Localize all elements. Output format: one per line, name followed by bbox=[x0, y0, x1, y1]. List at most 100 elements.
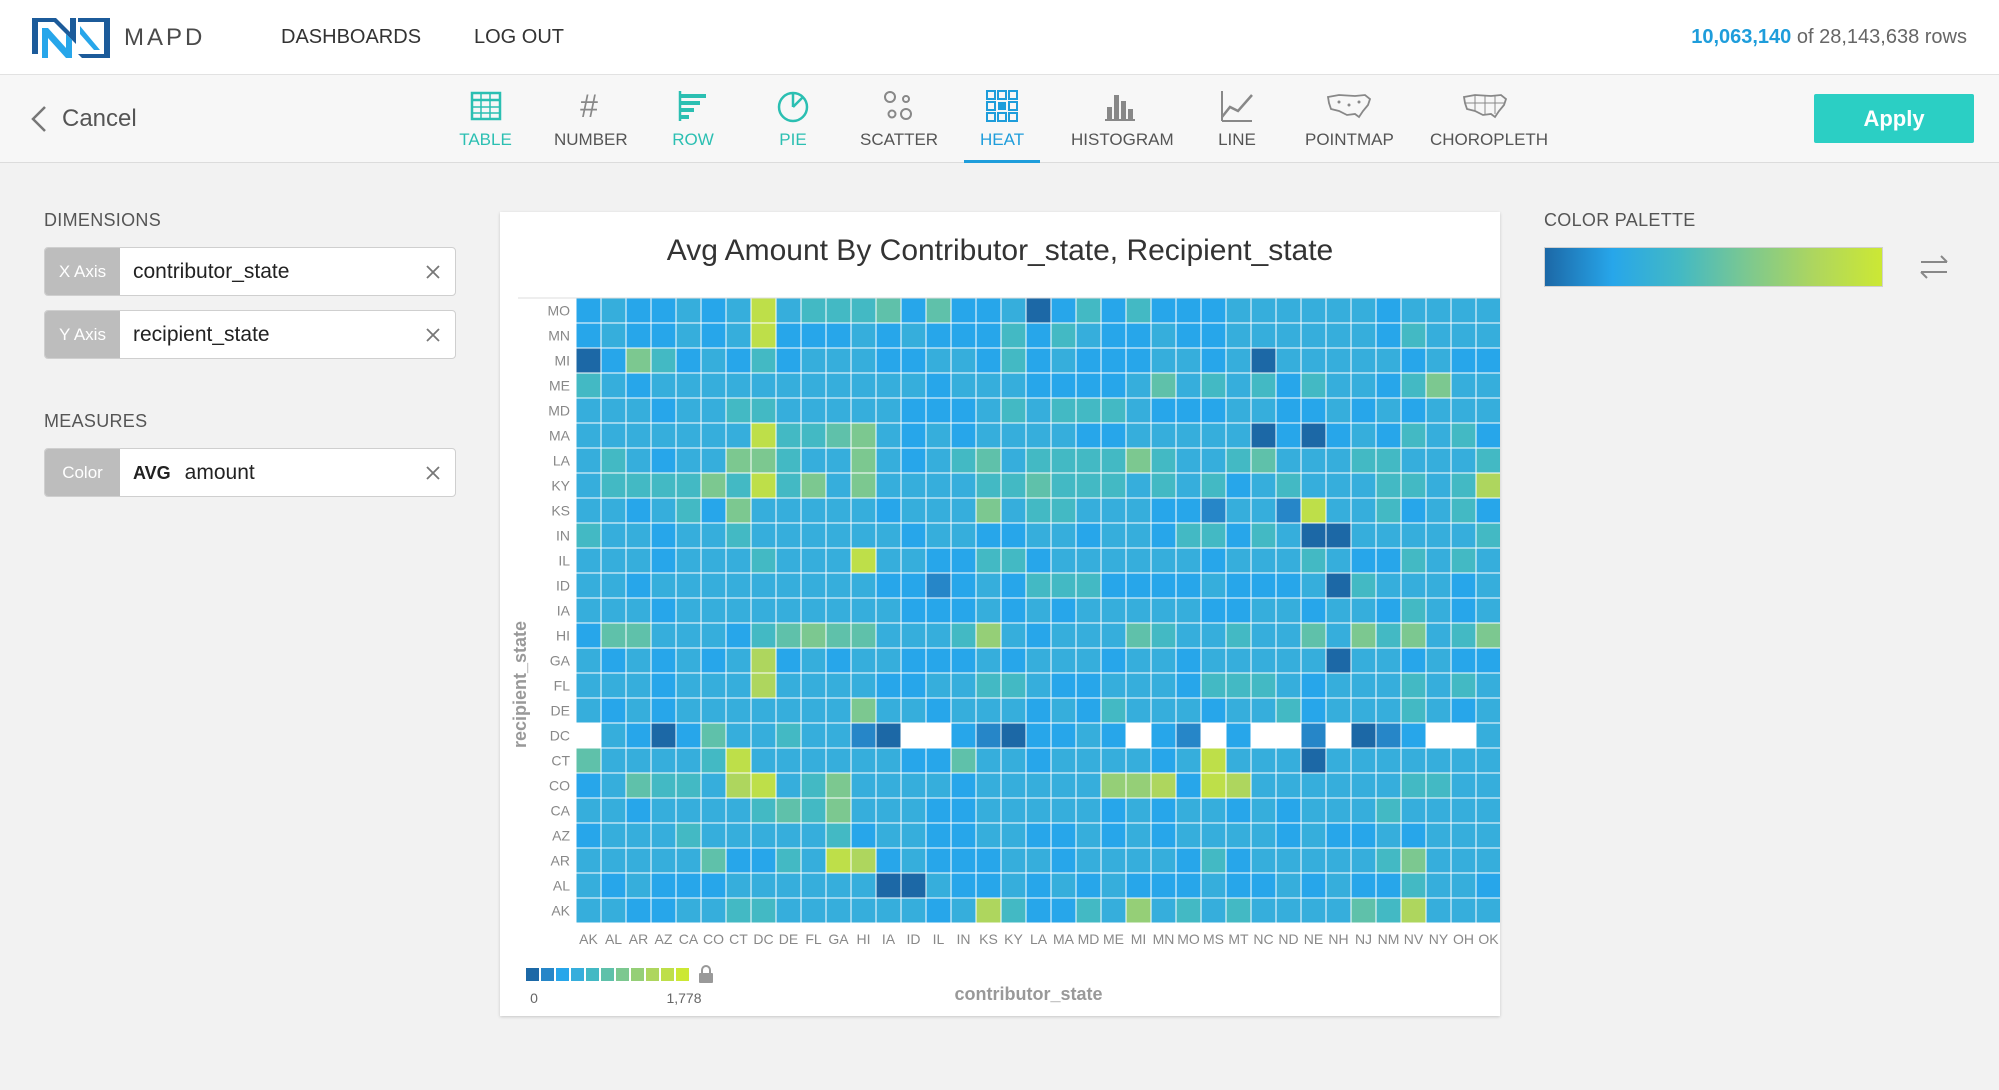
heatmap-cell[interactable] bbox=[1126, 848, 1151, 873]
heatmap-cell[interactable] bbox=[901, 523, 926, 548]
heatmap-cell[interactable] bbox=[1151, 423, 1176, 448]
heatmap-cell[interactable] bbox=[1226, 773, 1251, 798]
heatmap-cell[interactable] bbox=[726, 848, 751, 873]
heatmap-cell[interactable] bbox=[1051, 473, 1076, 498]
heatmap-cell[interactable] bbox=[901, 848, 926, 873]
heatmap-cell[interactable] bbox=[851, 898, 876, 923]
heatmap-cell[interactable] bbox=[651, 323, 676, 348]
heatmap-cell[interactable] bbox=[1126, 323, 1151, 348]
heatmap-cell[interactable] bbox=[1351, 323, 1376, 348]
heatmap-cell[interactable] bbox=[926, 473, 951, 498]
heatmap-cell[interactable] bbox=[726, 523, 751, 548]
heatmap-cell[interactable] bbox=[1351, 573, 1376, 598]
heatmap-cell[interactable] bbox=[1176, 648, 1201, 673]
heatmap-cell[interactable] bbox=[1176, 298, 1201, 323]
heatmap-cell[interactable] bbox=[676, 548, 701, 573]
heatmap-cell[interactable] bbox=[1051, 748, 1076, 773]
heatmap-cell[interactable] bbox=[1026, 723, 1051, 748]
heatmap-cell[interactable] bbox=[1001, 323, 1026, 348]
heatmap-cell[interactable] bbox=[1351, 298, 1376, 323]
heatmap-cell[interactable] bbox=[726, 448, 751, 473]
heatmap-cell[interactable] bbox=[676, 398, 701, 423]
heatmap-cell[interactable] bbox=[1176, 598, 1201, 623]
heatmap-cell[interactable] bbox=[1326, 848, 1351, 873]
heatmap-cell[interactable] bbox=[876, 323, 901, 348]
heatmap-cell[interactable] bbox=[901, 573, 926, 598]
heatmap-cell[interactable] bbox=[776, 498, 801, 523]
heatmap-cell[interactable] bbox=[726, 423, 751, 448]
heatmap-cell[interactable] bbox=[1226, 873, 1251, 898]
heatmap-cell[interactable] bbox=[976, 348, 1001, 373]
heatmap-cell[interactable] bbox=[776, 798, 801, 823]
heatmap-cell[interactable] bbox=[626, 473, 651, 498]
heatmap-cell[interactable] bbox=[1451, 423, 1476, 448]
heatmap-cell[interactable] bbox=[1401, 723, 1426, 748]
heatmap-cell[interactable] bbox=[1076, 298, 1101, 323]
heatmap-cell[interactable] bbox=[876, 723, 901, 748]
nav-logout[interactable]: LOG OUT bbox=[474, 26, 565, 48]
heatmap-cell[interactable] bbox=[1401, 448, 1426, 473]
heatmap-cell[interactable] bbox=[1251, 398, 1276, 423]
heatmap-cell[interactable] bbox=[926, 398, 951, 423]
heatmap-cell[interactable] bbox=[1326, 748, 1351, 773]
heatmap-cell[interactable] bbox=[626, 498, 651, 523]
heatmap-cell[interactable] bbox=[651, 623, 676, 648]
heatmap-cell[interactable] bbox=[626, 648, 651, 673]
heatmap-cell[interactable] bbox=[1451, 598, 1476, 623]
heatmap-cell[interactable] bbox=[1151, 823, 1176, 848]
heatmap-cell[interactable] bbox=[701, 673, 726, 698]
heatmap-cell[interactable] bbox=[1026, 323, 1051, 348]
heatmap-cell[interactable] bbox=[876, 898, 901, 923]
heatmap-cell[interactable] bbox=[976, 323, 1001, 348]
heatmap-cell[interactable] bbox=[1326, 448, 1351, 473]
heatmap-cell[interactable] bbox=[1176, 373, 1201, 398]
heatmap-cell[interactable] bbox=[1251, 298, 1276, 323]
heatmap-cell[interactable] bbox=[1001, 598, 1026, 623]
heatmap-cell[interactable] bbox=[701, 748, 726, 773]
heatmap-cell[interactable] bbox=[1201, 748, 1226, 773]
heatmap-cell[interactable] bbox=[601, 798, 626, 823]
heatmap-cell[interactable] bbox=[1151, 523, 1176, 548]
heatmap-cell[interactable] bbox=[1051, 323, 1076, 348]
heatmap-cell[interactable] bbox=[1226, 748, 1251, 773]
heatmap-cell[interactable] bbox=[1276, 373, 1301, 398]
heatmap-cell[interactable] bbox=[1126, 773, 1151, 798]
heatmap-cell[interactable] bbox=[1026, 298, 1051, 323]
heatmap-cell[interactable] bbox=[1301, 873, 1326, 898]
heatmap-cell[interactable] bbox=[926, 373, 951, 398]
heatmap-cell[interactable] bbox=[1051, 348, 1076, 373]
heatmap-cell[interactable] bbox=[901, 748, 926, 773]
heatmap-cell[interactable] bbox=[1076, 748, 1101, 773]
heatmap-cell[interactable] bbox=[951, 698, 976, 723]
heatmap-cell[interactable] bbox=[1151, 873, 1176, 898]
heatmap-cell[interactable] bbox=[1126, 598, 1151, 623]
heatmap-cell[interactable] bbox=[1201, 373, 1226, 398]
heatmap-cell[interactable] bbox=[1426, 773, 1451, 798]
heatmap-cell[interactable] bbox=[626, 523, 651, 548]
heatmap-cell[interactable] bbox=[626, 373, 651, 398]
heatmap-cell[interactable] bbox=[826, 523, 851, 548]
heatmap-cell[interactable] bbox=[1151, 648, 1176, 673]
heatmap-cell[interactable] bbox=[1426, 748, 1451, 773]
heatmap-cell[interactable] bbox=[576, 473, 601, 498]
heatmap-cell[interactable] bbox=[976, 798, 1001, 823]
heatmap-cell[interactable] bbox=[1301, 398, 1326, 423]
heatmap-cell[interactable] bbox=[951, 473, 976, 498]
heatmap-cell[interactable] bbox=[601, 498, 626, 523]
heatmap-cell[interactable] bbox=[576, 898, 601, 923]
heatmap-cell[interactable] bbox=[1101, 773, 1126, 798]
heatmap-cell[interactable] bbox=[951, 673, 976, 698]
heatmap-cell[interactable] bbox=[726, 623, 751, 648]
heatmap-cell[interactable] bbox=[1176, 523, 1201, 548]
heatmap-cell[interactable] bbox=[976, 448, 1001, 473]
heatmap-cell[interactable] bbox=[826, 548, 851, 573]
heatmap-cell[interactable] bbox=[601, 873, 626, 898]
heatmap-cell[interactable] bbox=[1401, 623, 1426, 648]
heatmap-cell[interactable] bbox=[1026, 898, 1051, 923]
heatmap-cell[interactable] bbox=[1376, 423, 1401, 448]
heatmap-cell[interactable] bbox=[1476, 823, 1501, 848]
heatmap-cell[interactable] bbox=[1151, 348, 1176, 373]
heatmap-cell[interactable] bbox=[976, 723, 1001, 748]
heatmap-cell[interactable] bbox=[1251, 548, 1276, 573]
heatmap-cell[interactable] bbox=[1301, 773, 1326, 798]
